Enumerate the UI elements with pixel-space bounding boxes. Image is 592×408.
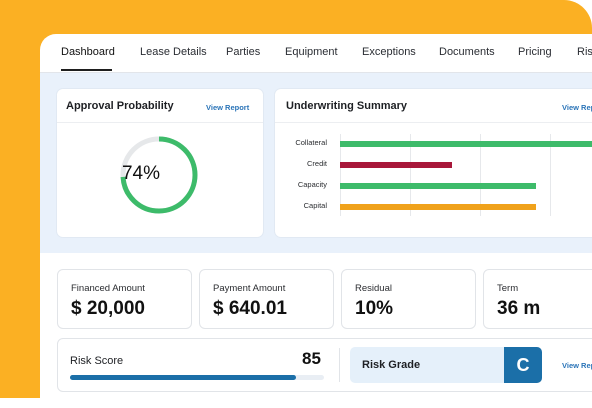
chart-bar-capital: [340, 204, 536, 210]
risk-score-label: Risk Score: [70, 355, 124, 367]
stat-value: 36 m: [497, 298, 541, 319]
approval-gauge: [120, 136, 198, 214]
tab-lease-details[interactable]: Lease Details: [140, 46, 207, 58]
stat-term: Term 36 m: [483, 269, 592, 329]
app-window: Dashboard Lease Details Parties Equipmen…: [40, 34, 592, 406]
stat-label: Financed Amount: [71, 283, 145, 294]
underwriting-title: Underwriting Summary: [286, 100, 408, 112]
chart-bar-credit: [340, 162, 452, 168]
approval-view-report-link[interactable]: View Report: [206, 103, 250, 112]
stat-label: Term: [497, 283, 519, 294]
risk-grade-label: Risk Grade: [362, 359, 421, 371]
underwriting-divider: [275, 122, 592, 123]
underwriting-view-report-link[interactable]: View Report: [562, 103, 592, 112]
tab-dashboard[interactable]: Dashboard: [61, 46, 115, 58]
tab-pricing[interactable]: Pricing: [518, 46, 552, 58]
stat-residual: Residual 10%: [341, 269, 476, 329]
approval-title: Approval Probability: [66, 100, 174, 112]
gauge-arc: [120, 136, 198, 214]
risk-grade-value: C: [504, 347, 542, 383]
stat-value: $ 20,000: [71, 298, 145, 319]
chart-gridline: [340, 134, 341, 216]
risk-score-progress-track: [70, 375, 324, 380]
tab-risk[interactable]: Risk: [577, 46, 592, 58]
stat-financed-amount: Financed Amount $ 20,000: [57, 269, 192, 329]
stat-value: $ 640.01: [213, 298, 287, 319]
approval-divider: [57, 122, 263, 123]
risk-score-progress-fill: [70, 375, 297, 380]
stat-label: Payment Amount: [213, 283, 286, 294]
underwriting-card: Underwriting Summary View Report Collate…: [275, 89, 592, 237]
stat-value: 10%: [355, 298, 394, 319]
tab-bar: Dashboard Lease Details Parties Equipmen…: [40, 34, 592, 73]
tab-equipment[interactable]: Equipment: [285, 46, 338, 58]
chart-category-label: Credit: [306, 159, 327, 168]
chart-gridline: [550, 134, 551, 216]
risk-grade-box: Risk Grade C: [350, 347, 542, 383]
chart-gridline: [410, 134, 411, 216]
risk-score-value: 85: [302, 349, 321, 368]
approval-value: 74%: [121, 163, 161, 184]
chart-gridline: [480, 134, 481, 216]
risk-divider: [339, 348, 340, 382]
stat-label: Residual: [355, 283, 392, 294]
chart-bar-capacity: [340, 183, 536, 189]
active-tab-indicator: [61, 69, 112, 71]
chart-category-label: Collateral: [295, 138, 327, 147]
approval-card: Approval Probability View Report: [57, 89, 263, 237]
chart-bar-collateral: [340, 141, 592, 147]
stat-payment-amount: Payment Amount $ 640.01: [199, 269, 334, 329]
tab-documents[interactable]: Documents: [439, 46, 495, 58]
risk-card: Risk Score 85 Risk Grade C View Report: [57, 338, 592, 392]
chart-category-label: Capacity: [297, 180, 327, 189]
tab-exceptions[interactable]: Exceptions: [362, 46, 416, 58]
tab-parties[interactable]: Parties: [226, 46, 261, 58]
risk-view-report-link[interactable]: View Report: [562, 361, 592, 370]
chart-category-label: Capital: [303, 201, 327, 210]
